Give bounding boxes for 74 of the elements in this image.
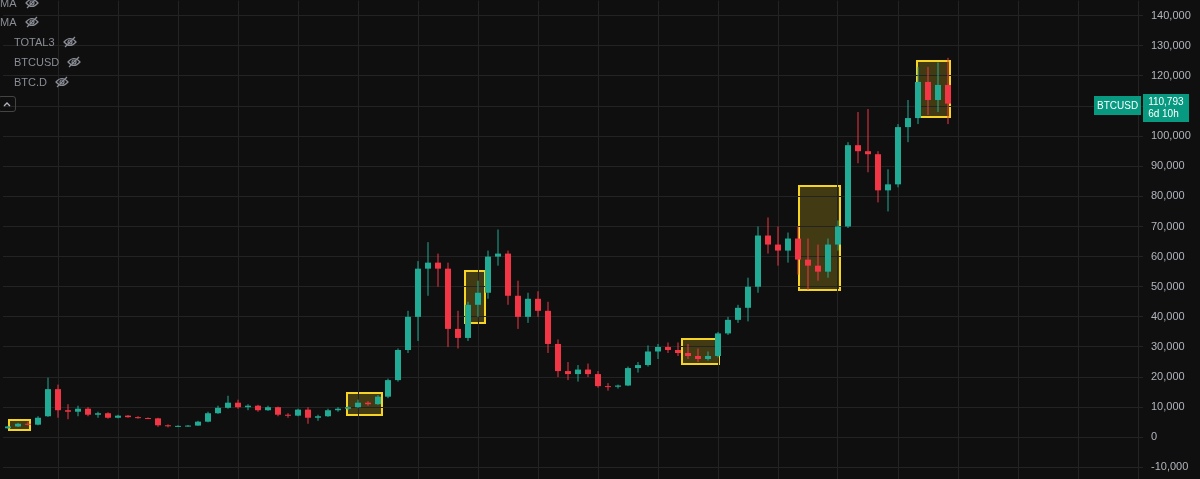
candlestick xyxy=(345,405,351,411)
candlestick xyxy=(935,61,941,113)
y-tick-label: 100,000 xyxy=(1151,129,1191,142)
candlestick xyxy=(385,378,391,399)
annotation: MA xyxy=(0,16,17,28)
candlestick xyxy=(475,280,481,318)
y-tick-label: 80,000 xyxy=(1151,189,1185,202)
candlestick xyxy=(715,331,721,359)
y-tick-label: 0 xyxy=(1151,430,1158,443)
candlestick xyxy=(885,168,891,212)
candlestick xyxy=(805,238,811,291)
candlestick xyxy=(55,384,61,419)
candlestick xyxy=(835,219,841,252)
y-tick-label: 140,000 xyxy=(1151,8,1191,21)
candlestick xyxy=(635,361,641,374)
candlestick xyxy=(945,57,951,125)
annotation: MA xyxy=(0,0,17,9)
y-tick-label: 120,000 xyxy=(1151,68,1191,81)
candlestick xyxy=(765,216,771,255)
candlestick xyxy=(905,99,911,143)
candlestick xyxy=(65,403,71,420)
candlestick xyxy=(725,316,731,336)
text: 6d 10h xyxy=(1148,108,1180,120)
candlestick xyxy=(605,382,611,392)
y-tick-label: 60,000 xyxy=(1151,249,1185,262)
candlestick xyxy=(455,310,461,349)
y-tick-label: -10,000 xyxy=(1151,460,1189,473)
y-tick-label: 50,000 xyxy=(1151,279,1185,292)
candlestick xyxy=(745,277,751,322)
annotation: BTC.D xyxy=(14,76,47,88)
candlestick xyxy=(285,412,291,419)
candlestick xyxy=(565,361,571,381)
y-tick-label: 90,000 xyxy=(1151,159,1185,172)
y-tick-label: 130,000 xyxy=(1151,38,1191,51)
candlestick xyxy=(535,290,541,318)
y-tick-label: 20,000 xyxy=(1151,370,1185,383)
candlestick xyxy=(735,304,741,324)
candlestick xyxy=(785,232,791,264)
annotation: BTCUSD xyxy=(14,56,60,68)
candlestick xyxy=(695,347,701,363)
candlestick xyxy=(425,241,431,297)
candlestick xyxy=(95,411,101,419)
candlestick xyxy=(685,343,691,360)
annotation: TOTAL3 xyxy=(14,36,55,48)
candlestick xyxy=(815,244,821,282)
candlestick xyxy=(525,292,531,324)
candlestick xyxy=(705,350,711,362)
y-tick-label: 70,000 xyxy=(1151,219,1185,232)
annotation: BTCUSD xyxy=(1094,96,1142,115)
candlestick xyxy=(515,280,521,330)
y-tick-label: 40,000 xyxy=(1151,309,1185,322)
y-tick-label: 30,000 xyxy=(1151,340,1185,352)
candlestick xyxy=(855,111,861,164)
y-tick-label: 10,000 xyxy=(1151,400,1185,413)
candlestick xyxy=(185,424,191,428)
candlestick xyxy=(145,416,151,420)
candlestick xyxy=(75,405,81,417)
candlestick xyxy=(315,414,321,422)
candlestick xyxy=(925,66,931,116)
candlestick xyxy=(175,424,181,428)
candlestick xyxy=(25,421,31,427)
candlestick xyxy=(865,108,871,173)
candlestick xyxy=(495,229,501,267)
candlestick xyxy=(135,415,141,420)
candlestick xyxy=(675,341,681,357)
candlestick xyxy=(665,341,671,354)
candlestick xyxy=(225,395,231,410)
candlestick xyxy=(645,344,651,368)
candlestick xyxy=(305,406,311,425)
candlestick xyxy=(165,423,171,428)
candlestick xyxy=(435,253,441,288)
text: 110,793 xyxy=(1148,96,1184,108)
candlestick xyxy=(775,226,781,267)
candlestick xyxy=(795,226,801,276)
